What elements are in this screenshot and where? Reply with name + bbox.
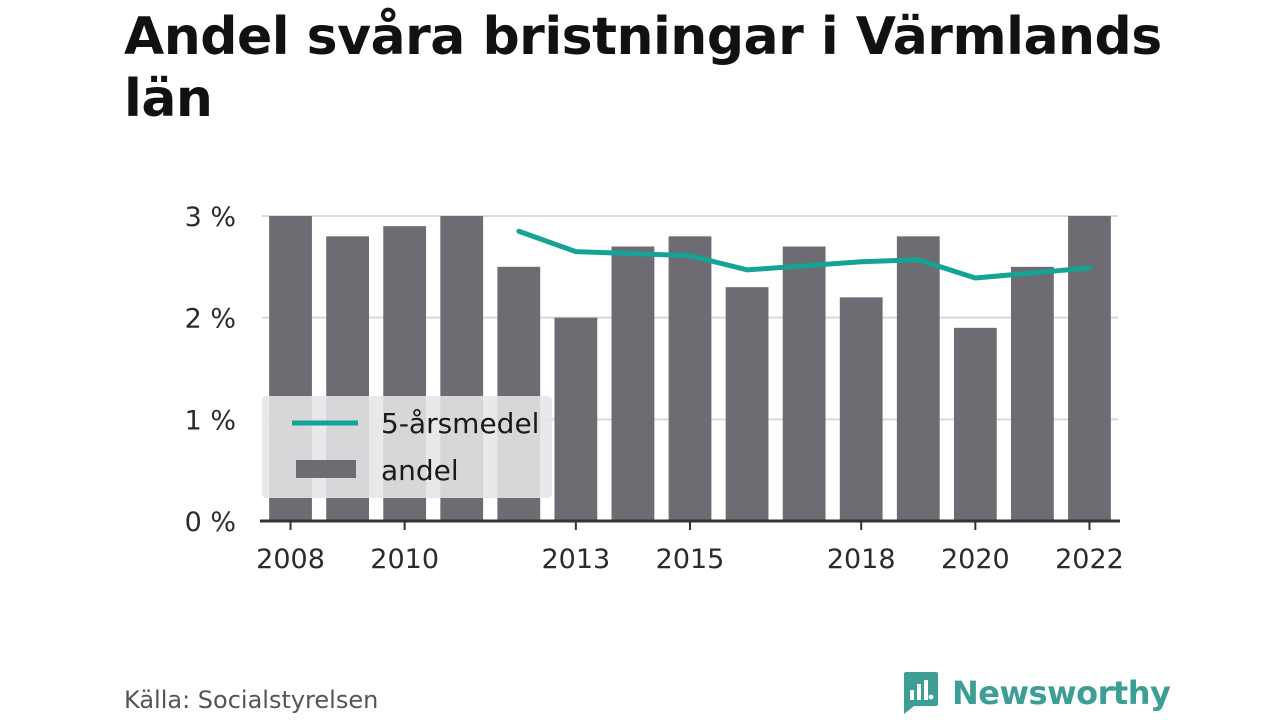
bar [782,246,826,521]
legend-label-line: 5-årsmedel [381,407,539,440]
legend-bar-swatch [296,460,356,478]
newsworthy-logo-icon [904,672,938,714]
legend-label-bar: andel [381,454,459,487]
brand: Newsworthy [900,668,1171,718]
line-series [516,228,1092,281]
axes: 0 % 1 % 2 % 3 % 2008 2010 2013 2015 2018 2020 2022 [185,202,1124,575]
x-tick-label: 2013 [542,544,611,575]
bar [896,236,940,522]
bar [668,236,712,522]
bar [839,297,883,521]
x-tick-label: 2020 [941,544,1010,575]
bar [953,327,997,521]
x-tick-label: 2022 [1055,544,1124,575]
source-note: Källa: Socialstyrelsen [124,686,379,714]
y-tick-label: 2 % [185,304,236,335]
y-tick-label: 0 % [185,507,236,538]
y-tick-label: 3 % [185,202,236,233]
bar [725,287,769,521]
bar [554,317,598,521]
x-tick-label: 2018 [827,544,896,575]
bar [611,246,655,521]
brand-name: Newsworthy [952,674,1171,712]
legend: 5-årsmedel andel [262,396,552,498]
bar [1068,216,1111,521]
bar [1011,266,1054,521]
y-tick-label: 1 % [185,405,236,436]
chart-title: Andel svåra bristningar i Värmlands län [124,7,1162,129]
x-tick-label: 2010 [370,544,439,575]
x-tick-label: 2015 [656,544,725,575]
x-tick-label: 2008 [256,544,325,575]
